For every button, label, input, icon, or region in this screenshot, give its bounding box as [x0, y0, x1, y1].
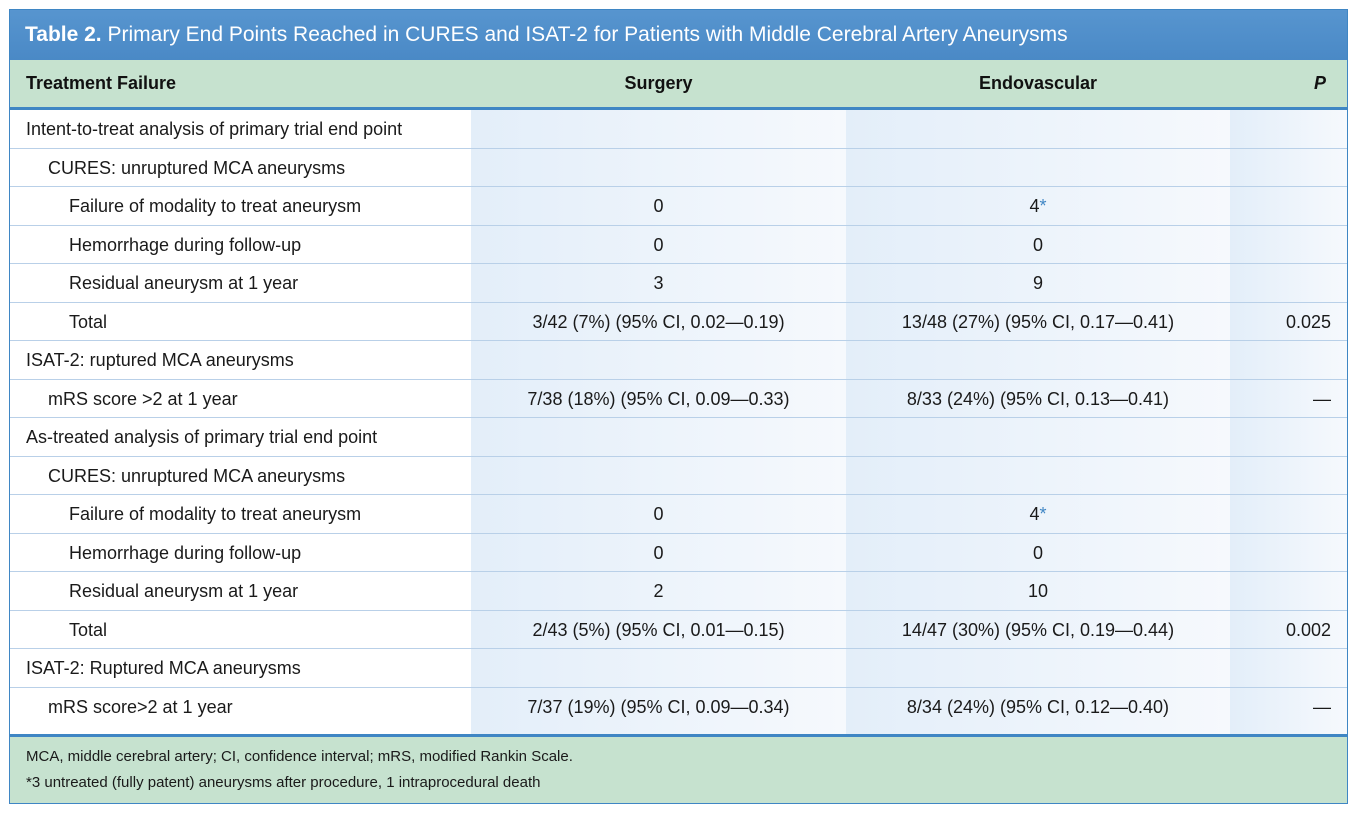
surgery-cell: 0 [653, 542, 664, 563]
header-surgery: Surgery [624, 73, 693, 93]
header-endovascular: Endovascular [978, 73, 1098, 93]
footnote-marker: * [1039, 196, 1047, 216]
table-number: Table 2. [25, 23, 102, 46]
table-row: Total 2/43 (5%) (95% CI, 0.01—0.15) 14/4… [10, 611, 1347, 649]
row-label: Hemorrhage during follow-up [69, 234, 302, 255]
row-label: Failure of modality to treat aneurysm [69, 196, 362, 216]
endovascular-cell: 10 [1027, 581, 1049, 601]
endovascular-cell: 14/47 (30%) (95% CI, 0.19—0.44) [901, 619, 1175, 640]
surgery-cell: 3 [653, 273, 664, 293]
table-frame: Table 2. Primary End Points Reached in C… [9, 9, 1348, 804]
row-label: mRS score >2 at 1 year [48, 388, 238, 409]
endovascular-value: 4 [1029, 196, 1040, 216]
table-row: Hemorrhage during follow-up 0 0 [10, 534, 1347, 572]
endovascular-cell: 8/33 (24%) (95% CI, 0.13—0.41) [906, 388, 1170, 409]
table-row: Intent-to-treat analysis of primary tria… [10, 110, 1347, 149]
table-row: Total 3/42 (7%) (95% CI, 0.02—0.19) 13/4… [10, 303, 1347, 341]
surgery-cell: 0 [653, 196, 664, 216]
row-label: Residual aneurysm at 1 year [69, 273, 299, 293]
row-label: As-treated analysis of primary trial end… [26, 427, 378, 447]
table-row: As-treated analysis of primary trial end… [10, 418, 1347, 457]
endovascular-cell: 0 [1032, 542, 1043, 563]
table-header: Treatment Failure Surgery Endovascular P [10, 60, 1347, 110]
header-p-value: P [1313, 73, 1326, 93]
row-label: Total [69, 311, 108, 332]
row-label: CURES: unruptured MCA aneurysms [48, 465, 346, 486]
row-label: Residual aneurysm at 1 year [69, 581, 299, 601]
surgery-cell: 0 [653, 504, 664, 524]
endovascular-column-shade [846, 110, 1230, 734]
p-column-shade [1230, 110, 1347, 734]
row-label: CURES: unruptured MCA aneurysms [48, 157, 346, 178]
table-title: Primary End Points Reached in CURES and … [107, 23, 1068, 46]
footnote-abbreviations: MCA, middle cerebral artery; CI, confide… [26, 748, 573, 765]
table-row: mRS score >2 at 1 year 7/38 (18%) (95% C… [10, 380, 1347, 418]
row-label: Hemorrhage during follow-up [69, 542, 302, 563]
endovascular-cell: 8/34 (24%) (95% CI, 0.12—0.40) [906, 696, 1170, 717]
table-footnotes: MCA, middle cerebral artery; CI, confide… [10, 734, 1347, 803]
table-row: ISAT-2: ruptured MCA aneurysms [10, 341, 1347, 380]
row-label: ISAT-2: ruptured MCA aneurysms [26, 350, 294, 370]
surgery-cell: 2 [653, 581, 664, 601]
surgery-cell: 7/37 (19%) (95% CI, 0.09—0.34) [527, 696, 790, 717]
table-row: Failure of modality to treat aneurysm 0 … [10, 187, 1347, 226]
p-value-cell: — [1313, 696, 1331, 717]
endovascular-cell: 4* [846, 495, 1230, 533]
table-row: Hemorrhage during follow-up 0 0 [10, 226, 1347, 264]
row-label: mRS score>2 at 1 year [48, 696, 233, 717]
header-treatment-failure: Treatment Failure [26, 73, 177, 93]
table-row: Residual aneurysm at 1 year 3 9 [10, 264, 1347, 303]
endovascular-cell: 0 [1032, 234, 1043, 255]
row-label: Intent-to-treat analysis of primary tria… [26, 119, 403, 139]
surgery-cell: 2/43 (5%) (95% CI, 0.01—0.15) [532, 619, 785, 640]
footnote-marker: * [1039, 504, 1047, 524]
p-value-cell: 0.025 [1285, 311, 1331, 332]
table-row: CURES: unruptured MCA aneurysms [10, 149, 1347, 187]
footnote-asterisk: *3 untreated (fully patent) aneurysms af… [26, 774, 541, 791]
table-row: ISAT-2: Ruptured MCA aneurysms [10, 649, 1347, 688]
surgery-cell: 3/42 (7%) (95% CI, 0.02—0.19) [532, 311, 785, 332]
surgery-cell: 0 [653, 234, 664, 255]
p-value-cell: 0.002 [1285, 619, 1331, 640]
table-row: Residual aneurysm at 1 year 2 10 [10, 572, 1347, 611]
row-label: Failure of modality to treat aneurysm [69, 504, 362, 524]
table-row: CURES: unruptured MCA aneurysms [10, 457, 1347, 495]
table-body: Intent-to-treat analysis of primary tria… [10, 110, 1347, 734]
row-label: ISAT-2: Ruptured MCA aneurysms [26, 658, 301, 678]
endovascular-value: 4 [1029, 504, 1040, 524]
endovascular-cell: 13/48 (27%) (95% CI, 0.17—0.41) [901, 311, 1175, 332]
surgery-column-shade [471, 110, 846, 734]
table-row: Failure of modality to treat aneurysm 0 … [10, 495, 1347, 534]
row-label: Total [69, 619, 108, 640]
surgery-cell: 7/38 (18%) (95% CI, 0.09—0.33) [527, 388, 790, 409]
table-row: mRS score>2 at 1 year 7/37 (19%) (95% CI… [10, 688, 1347, 727]
endovascular-cell: 4* [846, 187, 1230, 225]
table-caption: Table 2. Primary End Points Reached in C… [10, 10, 1347, 60]
endovascular-cell: 9 [1032, 273, 1043, 293]
p-value-cell: — [1313, 388, 1331, 409]
